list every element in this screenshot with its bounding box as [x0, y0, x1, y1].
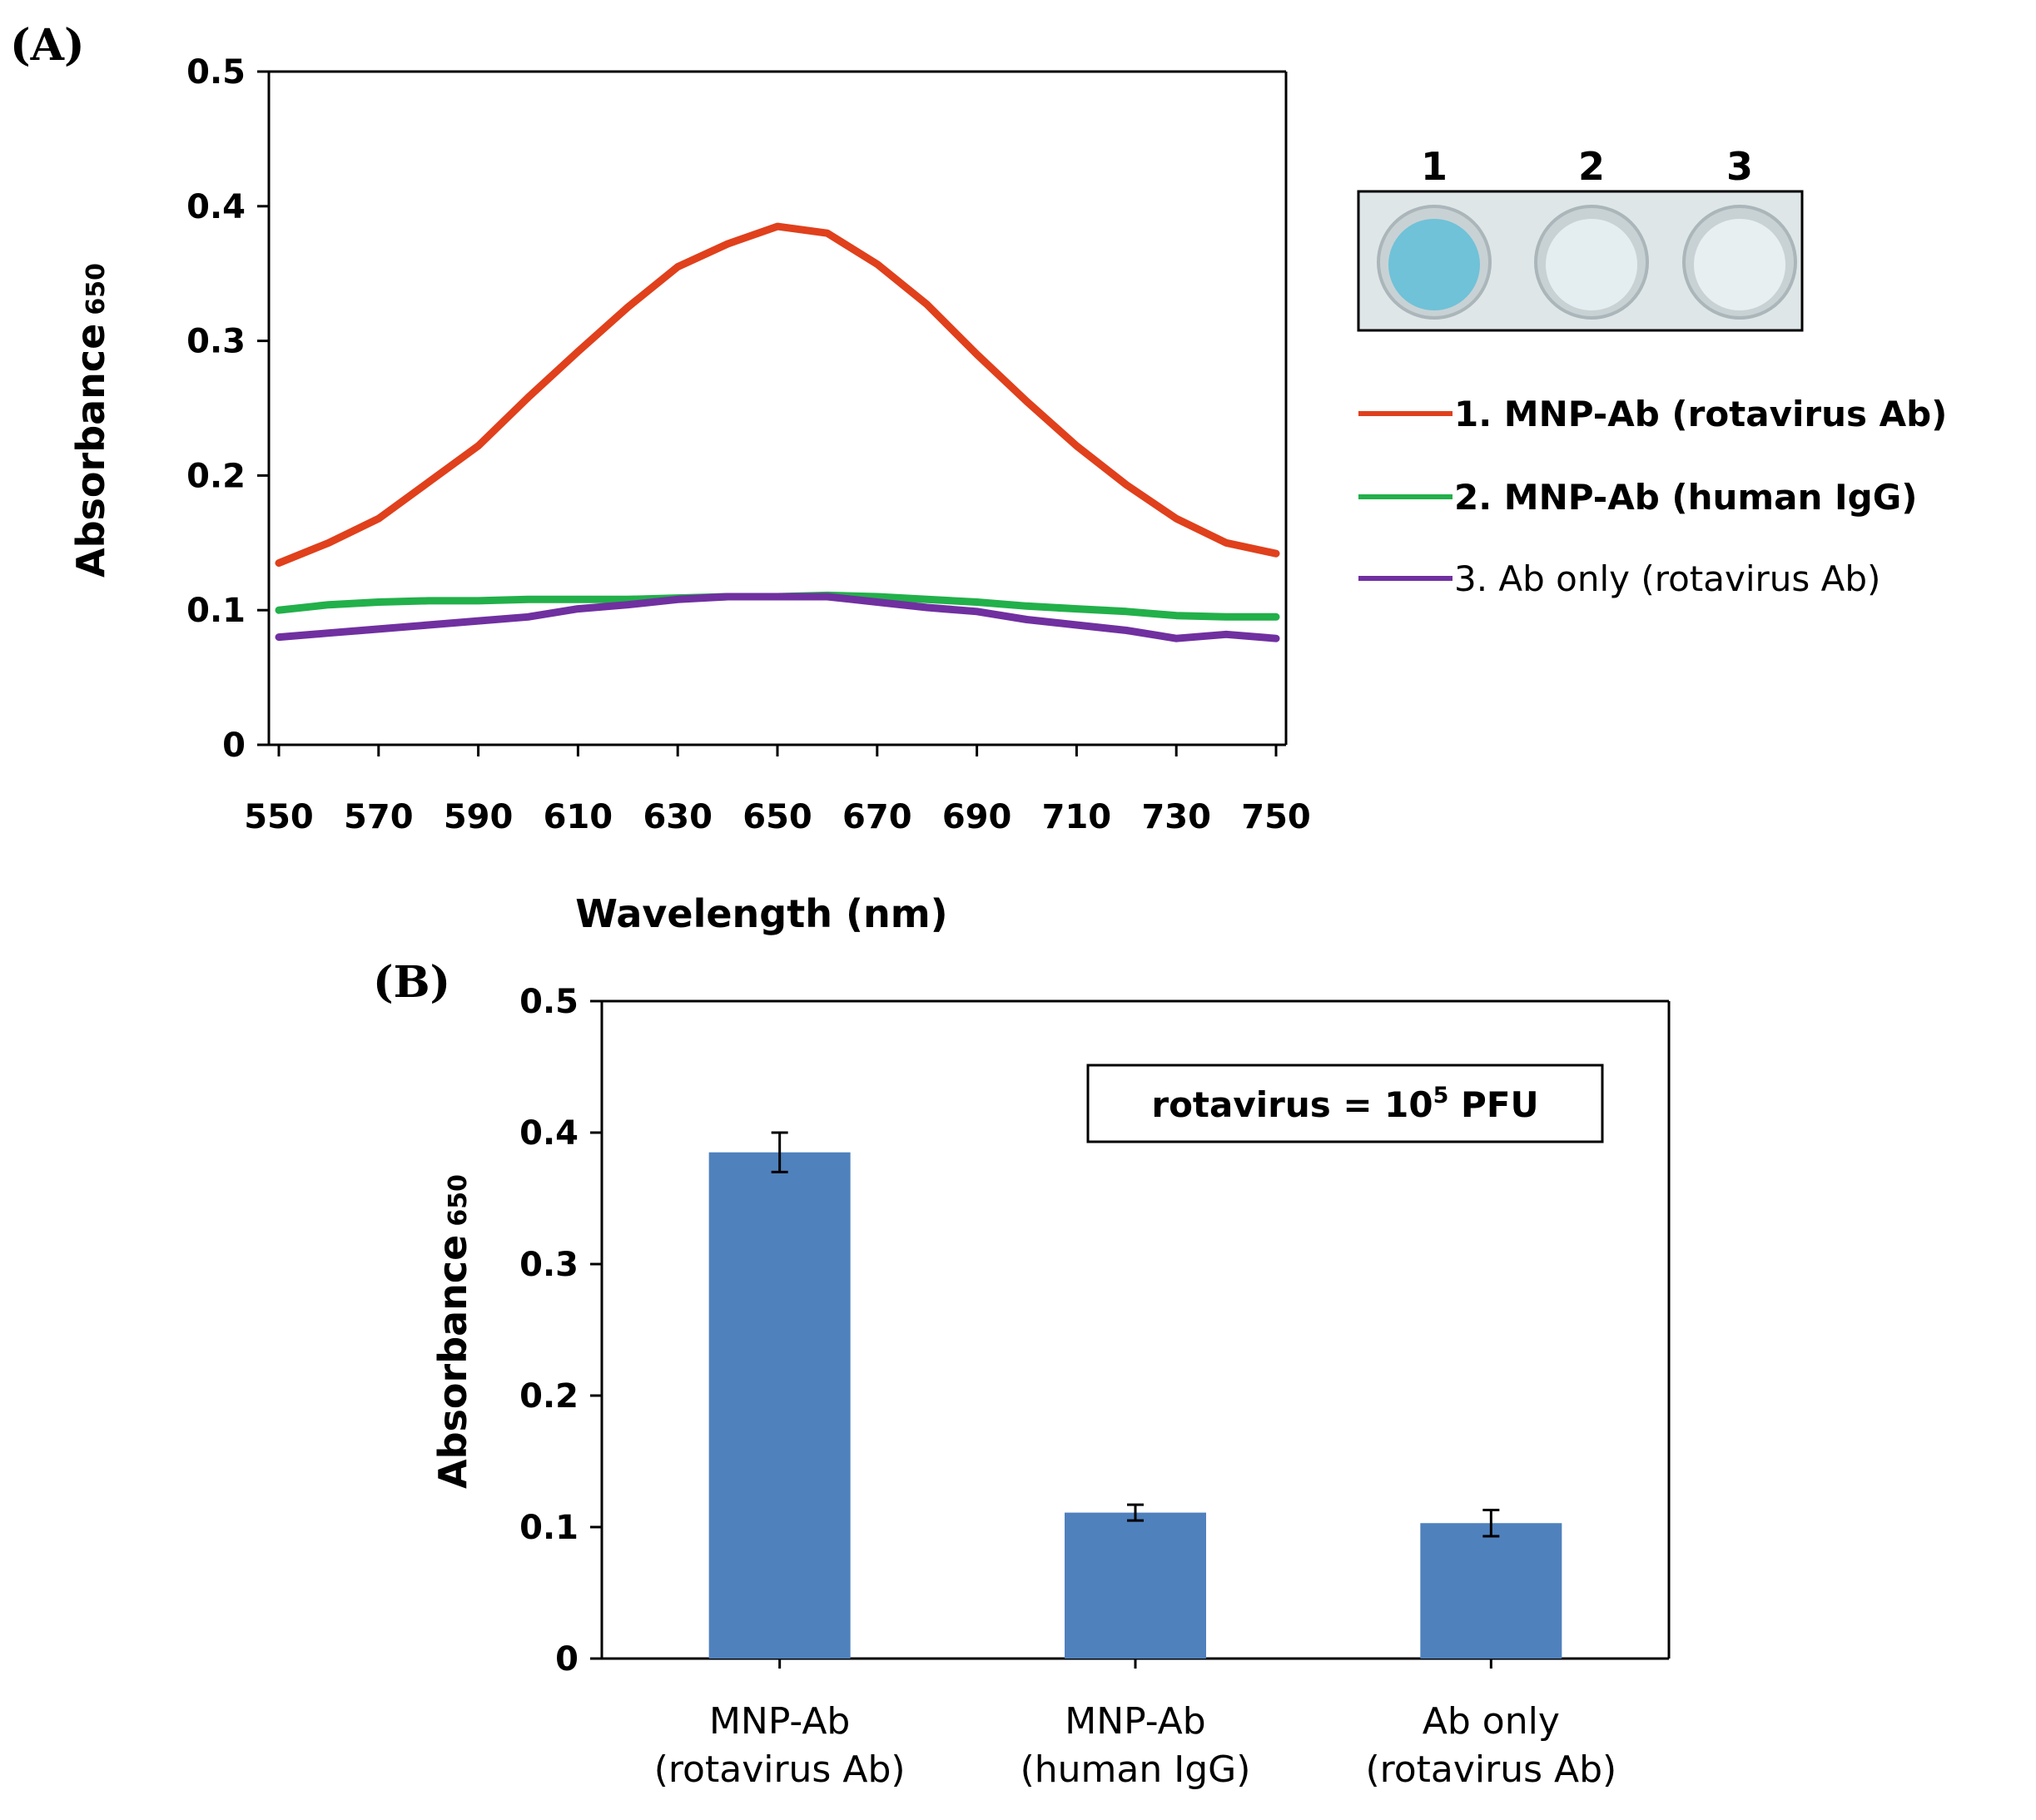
x-tick-label-9: 730	[1141, 798, 1211, 836]
y-tick-label-1: 0.1	[186, 592, 246, 630]
category-label-3-line-2: (rotavirus Ab)	[1365, 1748, 1616, 1791]
well-2	[1546, 219, 1637, 310]
annotation-text: rotavirus = 105 PFU	[1151, 1083, 1538, 1125]
category-label-2-line-2: (human IgG)	[1020, 1748, 1251, 1791]
panel-a-y-ticks: 0 0.1 0.2 0.3 0.4 0.5	[186, 53, 269, 765]
x-tick-label-0: 550	[244, 798, 314, 836]
x-tick-label-5: 650	[742, 798, 812, 836]
panel-a-label: (A)	[10, 20, 85, 71]
well-1	[1388, 219, 1480, 310]
bar-3	[1420, 1523, 1562, 1659]
panel-b-y-ticks: 0 0.1 0.2 0.3 0.4 0.5	[519, 983, 602, 1679]
well-3	[1694, 219, 1785, 310]
legend-label-2: 2. MNP-Ab (human IgG)	[1454, 477, 1917, 518]
b-y-tick-label-1: 0.1	[519, 1509, 579, 1547]
y-tick-label-3: 0.3	[186, 323, 246, 361]
well-number-2: 2	[1578, 144, 1605, 189]
panel-b-category-labels: MNP-Ab (rotavirus Ab) MNP-Ab (human IgG) Ab …	[654, 1700, 1616, 1791]
b-y-tick-label-0: 0	[555, 1640, 579, 1679]
panel-b-annotation-box: rotavirus = 105 PFU	[1086, 1064, 1604, 1143]
panel-a-series	[275, 222, 1280, 642]
y-tick-label-2: 0.2	[186, 457, 246, 495]
y-tick-label-4: 0.4	[186, 188, 246, 226]
b-y-tick-label-5: 0.5	[519, 983, 579, 1021]
category-label-1-line-1: MNP-Ab	[709, 1700, 850, 1743]
category-label-3-line-1: Ab only	[1423, 1700, 1560, 1743]
panel-b: (B) 0 0.1 0.2 0.3 0.4 0.5 MNP-Ab (rotavirus Ab…	[373, 957, 1671, 1791]
legend-label-3: 3. Ab only (rotavirus Ab)	[1454, 558, 1880, 599]
b-y-tick-label-2: 0.2	[519, 1377, 579, 1416]
category-label-2-line-1: MNP-Ab	[1065, 1700, 1205, 1743]
panel-a-legend: 1. MNP-Ab (rotavirus Ab) 2. MNP-Ab (human…	[1358, 394, 1947, 599]
well-number-3: 3	[1726, 144, 1753, 189]
legend-label-1: 1. MNP-Ab (rotavirus Ab)	[1454, 394, 1947, 434]
x-tick-label-10: 750	[1241, 798, 1311, 836]
x-tick-label-7: 690	[942, 798, 1012, 836]
bar-2	[1065, 1512, 1206, 1659]
x-tick-label-1: 570	[344, 798, 414, 836]
series-line-1	[275, 222, 1280, 568]
annotation-frame	[1086, 1064, 1604, 1143]
panel-a-x-axis-title: Wavelength (nm)	[575, 891, 947, 936]
panel-a-axes	[267, 70, 1288, 746]
panel-b-bars	[708, 1131, 1562, 1669]
b-y-tick-label-3: 0.3	[519, 1246, 579, 1284]
panel-b-label: (B)	[373, 957, 450, 1008]
y-tick-label-0: 0	[222, 727, 246, 765]
well-plate-inset: 1 2 3	[1357, 144, 1804, 332]
panel-a-y-axis-title: Absorbance650	[68, 263, 113, 578]
x-tick-label-6: 670	[842, 798, 912, 836]
x-tick-label-4: 630	[643, 798, 713, 836]
well-number-1: 1	[1421, 144, 1448, 189]
category-label-1-line-2: (rotavirus Ab)	[654, 1748, 906, 1791]
series-line-3	[275, 593, 1280, 642]
panel-b-y-axis-title: Absorbance650	[430, 1174, 475, 1489]
b-y-tick-label-4: 0.4	[519, 1114, 579, 1153]
panel-a: (A) 0 0.1 0.2 0.3 0.4 0.5 550 570 590 610 630 650 6…	[10, 20, 1947, 936]
x-tick-label-3: 610	[544, 798, 613, 836]
y-tick-label-5: 0.5	[186, 53, 246, 92]
x-tick-label-8: 710	[1042, 798, 1112, 836]
x-tick-label-2: 590	[444, 798, 514, 836]
bar-1	[708, 1152, 851, 1659]
panel-a-x-ticks: 550 570 590 610 630 650 670 690 710 730 750	[244, 745, 1311, 836]
